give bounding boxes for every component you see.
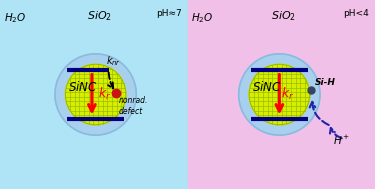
Text: pH<4: pH<4: [344, 9, 369, 18]
Text: $H_2O$: $H_2O$: [4, 11, 26, 25]
Text: $SiO_2$: $SiO_2$: [87, 9, 112, 23]
Text: $k_r$: $k_r$: [98, 86, 111, 102]
Circle shape: [65, 64, 126, 125]
Text: $SiNC$: $SiNC$: [252, 80, 281, 94]
Bar: [188, 0, 375, 189]
Text: $SiO_2$: $SiO_2$: [271, 9, 296, 23]
Text: $SiNC$: $SiNC$: [68, 80, 98, 94]
Bar: [0, 0, 188, 189]
Text: $H_2O$: $H_2O$: [191, 11, 214, 25]
Circle shape: [55, 54, 136, 135]
Text: Si-H: Si-H: [315, 78, 336, 88]
Text: defect: defect: [119, 107, 143, 116]
Circle shape: [239, 54, 320, 135]
Text: $k_{nr}$: $k_{nr}$: [106, 54, 121, 68]
Text: $H^+$: $H^+$: [333, 134, 350, 147]
Text: nonrad.: nonrad.: [119, 96, 148, 105]
Circle shape: [249, 64, 310, 125]
Text: pH≈7: pH≈7: [156, 9, 182, 18]
Text: $k_r$: $k_r$: [281, 86, 294, 102]
